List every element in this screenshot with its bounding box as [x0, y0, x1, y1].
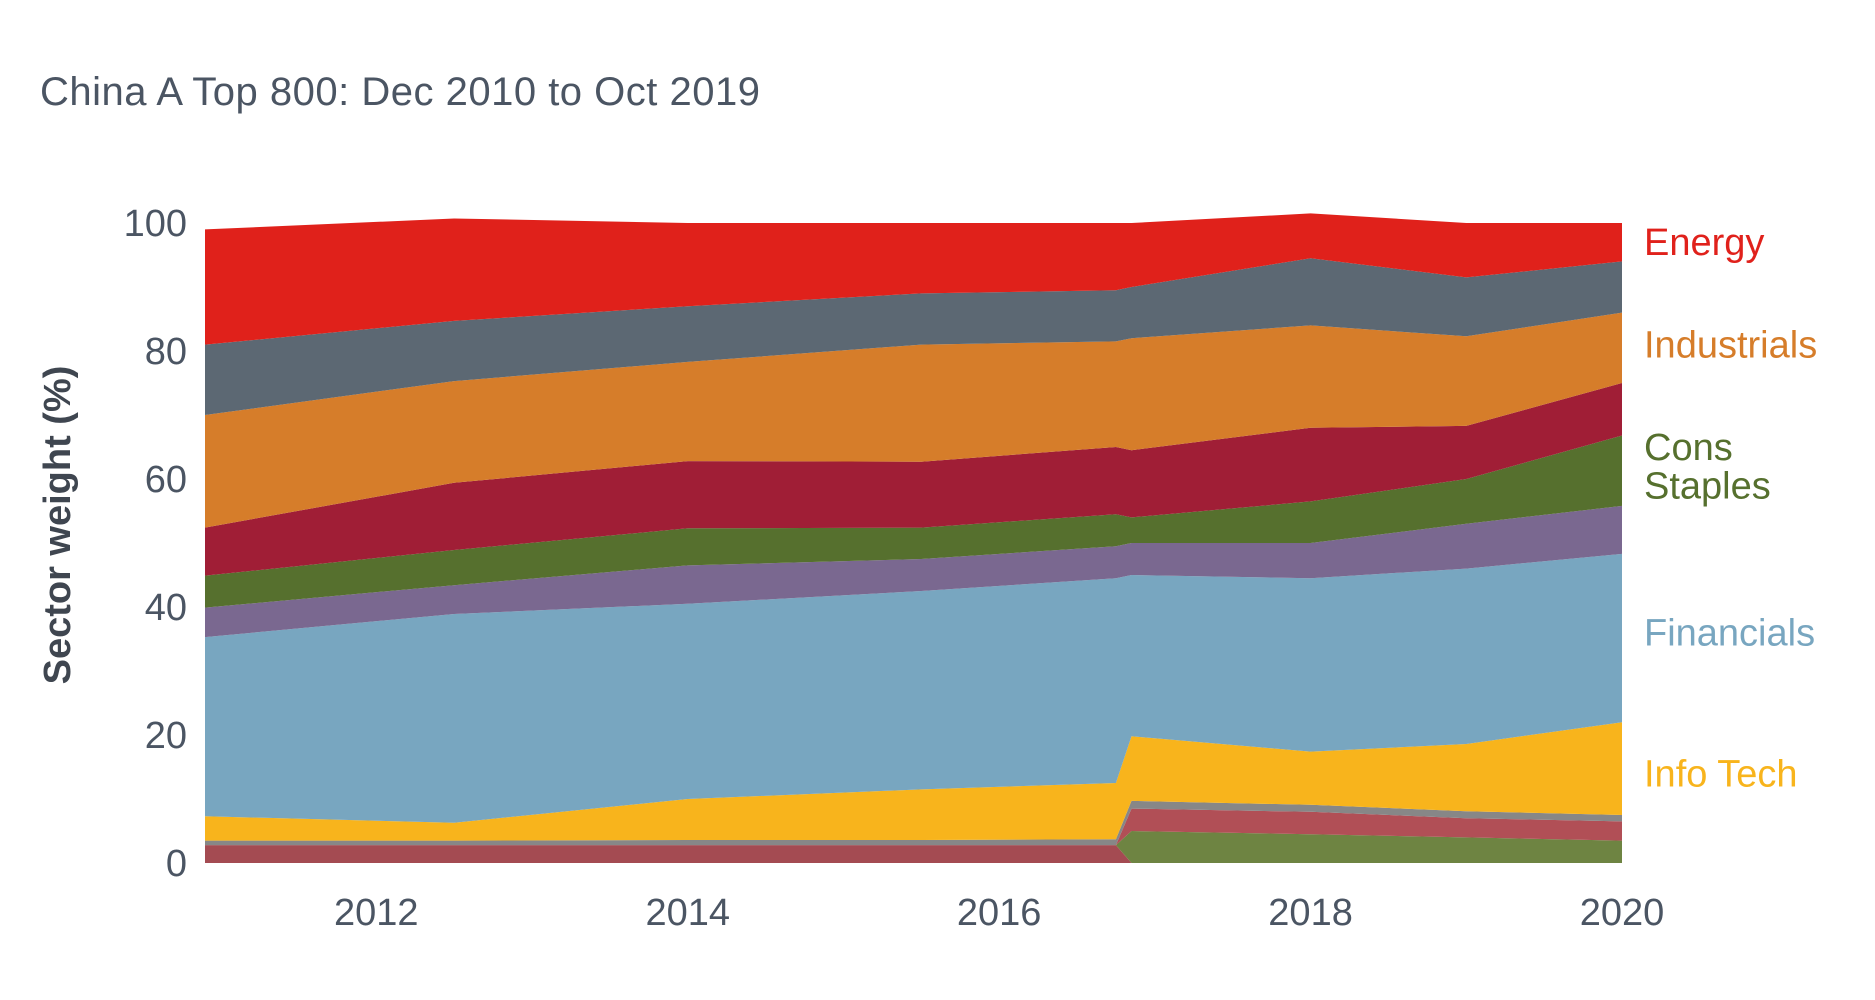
- y-tick-label: 100: [124, 203, 187, 245]
- area-cons-discretionary: [205, 383, 1622, 576]
- area-health-care: [205, 808, 1622, 846]
- x-tick-label: 2014: [645, 892, 730, 934]
- area-energy: [205, 213, 1622, 345]
- y-tick-label: 40: [145, 587, 187, 629]
- y-tick-label: 0: [166, 843, 187, 885]
- area-industrials: [205, 312, 1622, 528]
- x-tick-label: 2016: [957, 892, 1042, 934]
- series-label: Staples: [1644, 465, 1771, 507]
- chart-title: China A Top 800: Dec 2010 to Oct 2019: [40, 70, 761, 114]
- area-comm-services: [205, 505, 1622, 638]
- area-other-green-base: [205, 831, 1622, 863]
- x-axis-ticks: 2012 2014 2016 2018 2020: [334, 892, 1664, 934]
- series-label: Financials: [1644, 613, 1815, 655]
- y-axis-title: Sector weight (%): [37, 366, 79, 685]
- area-info-tech: [205, 722, 1622, 841]
- area-utilities: [205, 800, 1622, 846]
- y-tick-label: 60: [145, 459, 187, 501]
- y-tick-label: 80: [145, 331, 187, 373]
- series-label: Energy: [1644, 222, 1764, 264]
- area-layers: [205, 213, 1622, 863]
- x-tick-label: 2018: [1268, 892, 1353, 934]
- x-tick-label: 2020: [1580, 892, 1665, 934]
- series-label: Industrials: [1644, 325, 1817, 367]
- series-label: Info Tech: [1644, 753, 1798, 795]
- y-tick-label: 20: [145, 715, 187, 757]
- area-materials-base: [205, 845, 1622, 863]
- y-axis-ticks: 100 80 60 40 20 0: [124, 203, 187, 885]
- x-tick-label: 2012: [334, 892, 419, 934]
- series-label: Cons: [1644, 427, 1733, 469]
- area-cons-staples: [205, 435, 1622, 608]
- area-financials: [205, 553, 1622, 823]
- area-real-estate: [205, 258, 1622, 415]
